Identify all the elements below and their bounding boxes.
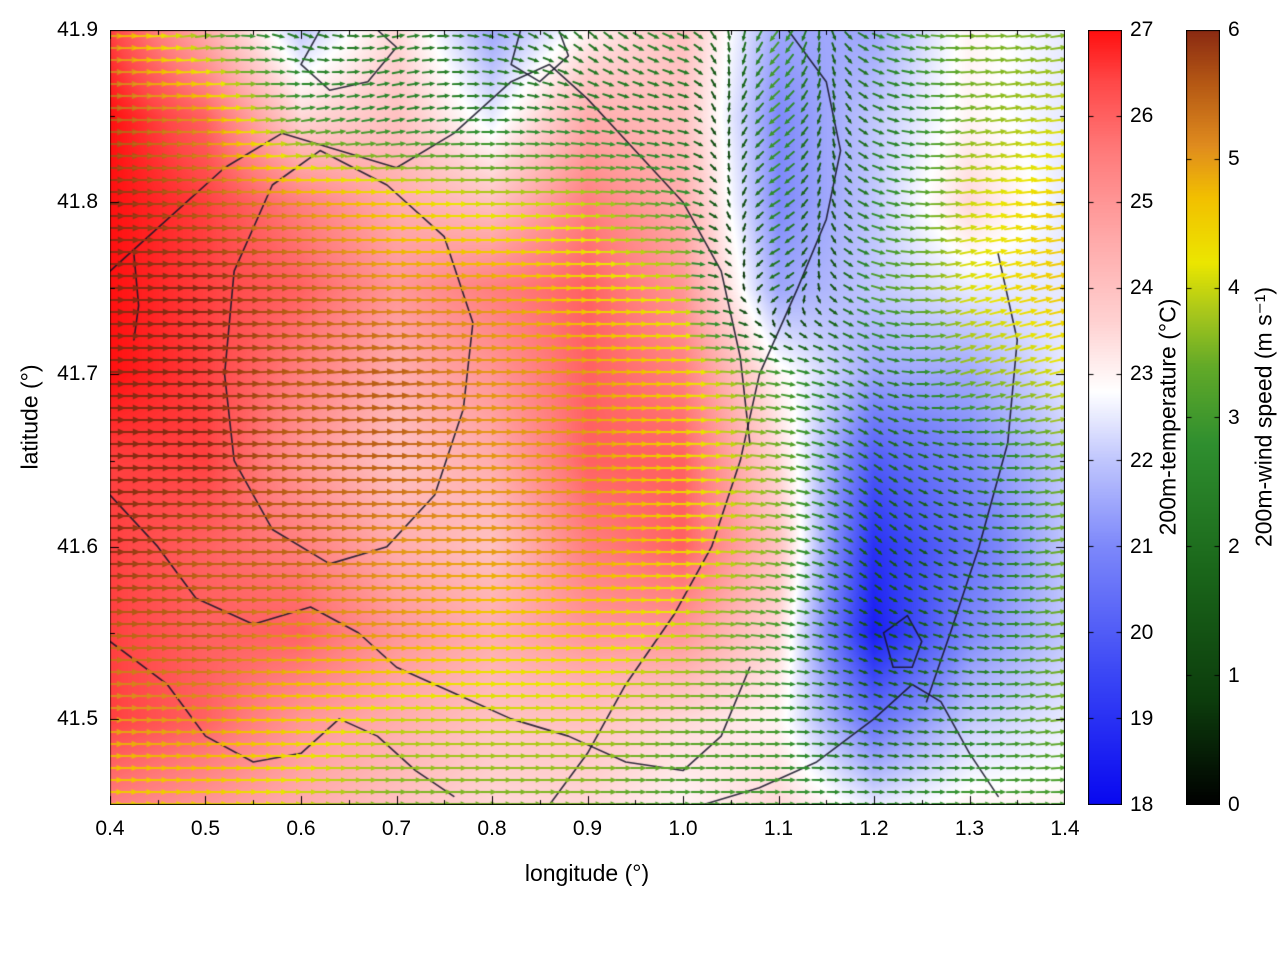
y-axis-title: latitude (°) [16,364,43,470]
windspeed-colorbar-label: 200m-wind speed (m s⁻¹) [1250,286,1277,548]
y-tick-label: 41.7 [57,362,98,386]
x-tick-label: 0.5 [190,817,221,840]
windspeed-colorbar-tick-label: 6 [1228,18,1240,41]
y-tick-label: 41.6 [57,534,98,558]
x-tick-label: 1.3 [954,817,985,840]
x-axis-title: longitude (°) [524,860,650,886]
temperature-wind-map-canvas [110,30,1065,805]
temperature-colorbar-tick-label: 22 [1130,448,1154,472]
windspeed-colorbar-tick-label: 1 [1228,663,1240,687]
x-tick-label: 0.9 [572,817,603,840]
x-tick-label: 0.8 [477,817,507,840]
x-tick-label: 1.4 [1050,817,1080,840]
x-tick-label: 1.1 [763,817,794,840]
y-tick-label: 41.9 [57,18,98,41]
y-tick-label: 41.8 [57,190,98,214]
temperature-colorbar-tick-label: 21 [1130,534,1154,558]
windspeed-colorbar-tick-label: 4 [1228,276,1240,300]
windspeed-colorbar-tick-label: 2 [1228,534,1240,558]
temperature-colorbar-tick-label: 26 [1130,104,1154,128]
temperature-colorbar-label: 200m-temperature (°C) [1154,298,1181,536]
temperature-colorbar-tick-label: 27 [1130,18,1154,41]
temperature-colorbar-tick-label: 23 [1130,362,1154,386]
temperature-colorbar-tick-label: 20 [1130,620,1154,644]
x-tick-label: 1.2 [859,817,889,840]
windspeed-colorbar-tick-label: 0 [1228,793,1240,816]
temperature-colorbar [1088,30,1122,805]
windspeed-colorbar-tick-label: 5 [1228,147,1240,171]
x-tick-label: 1.0 [668,817,698,840]
x-tick-label: 0.4 [95,817,125,840]
y-tick-label: 41.5 [57,706,98,730]
x-tick-label: 0.6 [286,817,316,840]
temperature-colorbar-tick-label: 25 [1130,190,1154,214]
windspeed-colorbar [1186,30,1220,805]
x-tick-label: 0.7 [381,817,412,840]
temperature-colorbar-tick-label: 24 [1130,276,1154,300]
temperature-colorbar-tick-label: 19 [1130,706,1154,730]
temperature-colorbar-tick-label: 18 [1130,793,1154,816]
windspeed-colorbar-tick-label: 3 [1228,405,1240,429]
